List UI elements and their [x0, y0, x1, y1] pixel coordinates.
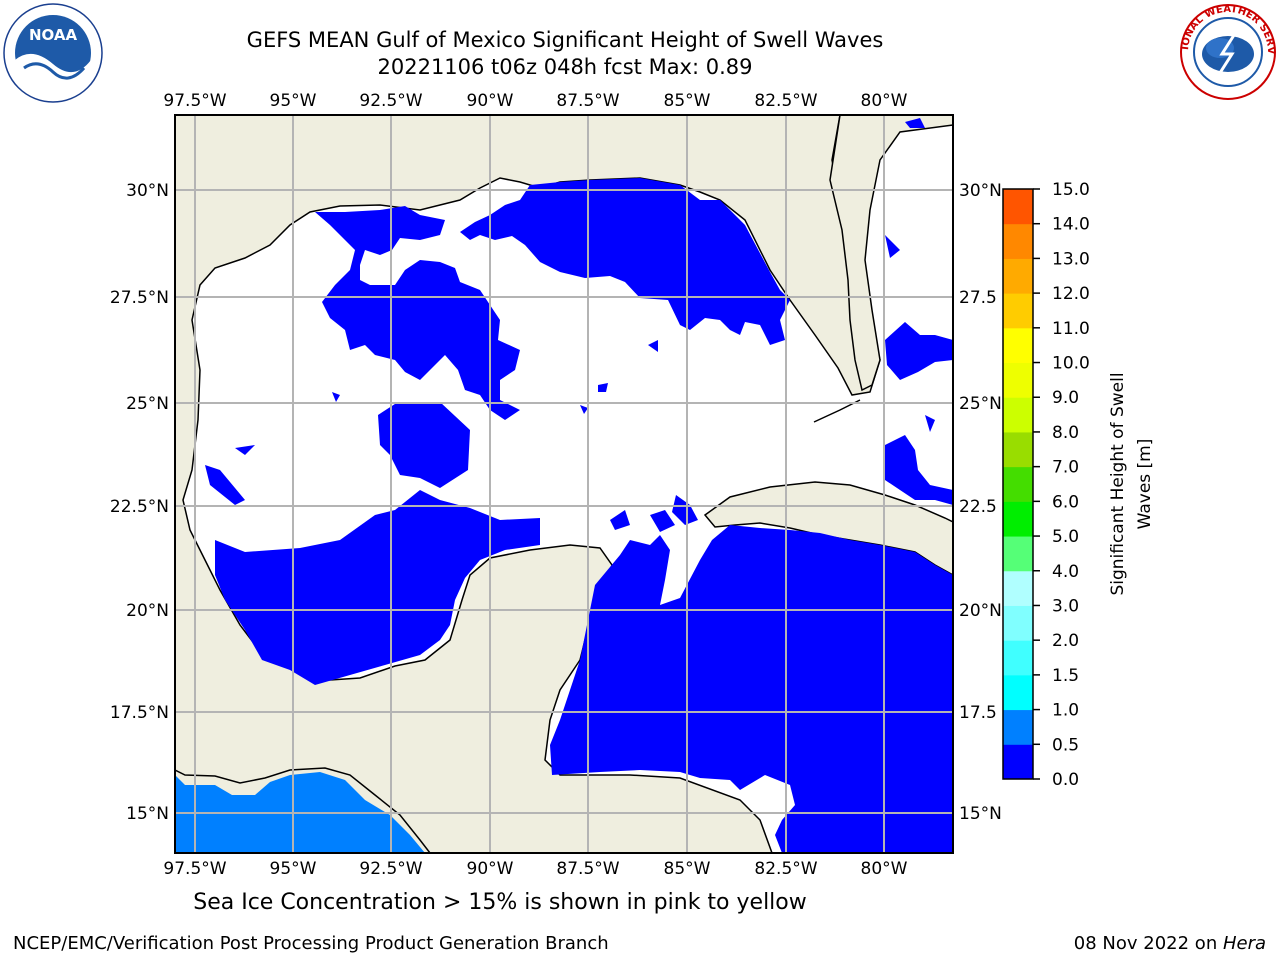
lon-tick-label: 92.5°W [359, 91, 422, 111]
colorbar-swatch [1003, 744, 1033, 780]
land-florida-east [829, 115, 953, 392]
colorbar-tick-label: 6.0 [1052, 492, 1079, 512]
lon-tick-label: 85°W [664, 859, 711, 879]
colorbar-tick-label: 13.0 [1052, 249, 1090, 269]
colorbar-tick-label: 5.0 [1052, 527, 1079, 547]
credit-host: Hera [1222, 933, 1266, 954]
lon-tick-label: 90°W [467, 859, 514, 879]
colorbar-tick-label: 10.0 [1052, 354, 1090, 374]
lon-tick-label: 80°W [861, 859, 908, 879]
credit-date-text: 08 Nov 2022 on [1073, 933, 1223, 954]
lat-tick-label: 30°N [959, 181, 1002, 201]
colorbar-tick-label: 15.0 [1052, 180, 1090, 200]
colorbar-tick-label: 14.0 [1052, 215, 1090, 235]
colorbar-tick-label: 1.5 [1052, 666, 1079, 686]
colorbar-tick-label: 12.0 [1052, 284, 1090, 304]
lat-tick-label: 25°N [959, 394, 1002, 414]
lon-ticks-bottom: 97.5°W 95°W 92.5°W 90°W 87.5°W 85°W 82.5… [163, 859, 907, 879]
lon-tick-label: 97.5°W [163, 859, 226, 879]
colorbar-ticks: 15.0 14.0 13.0 12.0 11.0 10.0 9.0 8.0 7.0 6.0 5.0 4… [1033, 180, 1090, 790]
colorbar-tick-label: 11.0 [1052, 319, 1090, 339]
colorbar-swatch [1003, 223, 1033, 259]
sea-ice-footnote: Sea Ice Concentration > 15% is shown in … [193, 890, 807, 915]
colorbar-tick-label: 2.0 [1052, 631, 1079, 651]
colorbar-tick-label: 7.0 [1052, 458, 1079, 478]
lat-tick-label: 30°N [126, 181, 169, 201]
colorbar-swatch [1003, 327, 1033, 364]
colorbar-swatch [1003, 293, 1033, 329]
colorbar-swatch [1003, 570, 1033, 606]
colorbar-frame [1002, 188, 1034, 780]
lon-ticks-top: 97.5°W 95°W 92.5°W 90°W 87.5°W 85°W 82.5… [163, 91, 907, 111]
colorbar-tick-label: 4.0 [1052, 562, 1079, 582]
lon-tick-label: 95°W [270, 91, 317, 111]
lat-tick-label: 25°N [126, 394, 169, 414]
noaa-logo: NOAA [3, 3, 103, 103]
colorbar-swatch [1003, 709, 1033, 745]
lon-tick-label: 97.5°W [163, 91, 226, 111]
lon-tick-label: 87.5°W [556, 859, 619, 879]
credit-date: 08 Nov 2022 on Hera [1074, 933, 1266, 954]
colorbar-label-line1: Significant Height of Swell [1108, 372, 1128, 595]
colorbar-swatch [1003, 674, 1033, 711]
swell-band-0-0.5 [205, 118, 953, 853]
colorbar-swatch [1003, 189, 1033, 225]
colorbar-tick-label: 0.0 [1052, 770, 1079, 790]
lon-tick-label: 82.5°W [754, 91, 817, 111]
lon-tick-label: 87.5°W [556, 91, 619, 111]
colorbar-tick-label: 0.5 [1052, 735, 1079, 755]
lat-tick-label: 20°N [126, 601, 169, 621]
colorbar-swatch [1003, 536, 1033, 572]
colorbar-swatch [1003, 501, 1033, 537]
lon-tick-label: 92.5°W [359, 859, 422, 879]
nws-logo: NATIONAL WEATHER SERVICE [1178, 2, 1276, 100]
colorbar-label-line2: Waves [m] [1135, 439, 1155, 530]
lon-tick-label: 80°W [861, 91, 908, 111]
colorbar-swatch [1003, 258, 1033, 294]
lon-tick-label: 82.5°W [754, 859, 817, 879]
colorbar-tick-label: 8.0 [1052, 423, 1079, 443]
graticule [175, 115, 953, 853]
colorbar-swatch [1003, 605, 1033, 641]
colorbar-swatch [1003, 466, 1033, 502]
colorbar-tick-label: 1.0 [1052, 701, 1079, 721]
colorbar [1003, 189, 1033, 780]
lat-tick-label: 22.5 [959, 497, 997, 517]
lat-tick-label: 22.5°N [110, 497, 169, 517]
svg-text:NOAA: NOAA [29, 26, 78, 44]
lat-tick-label: 17.5 [959, 703, 997, 723]
lat-tick-label: 20°N [959, 601, 1002, 621]
lat-tick-label: 27.5 [959, 288, 997, 308]
lat-tick-label: 15°N [959, 804, 1002, 824]
map-frame [174, 114, 954, 854]
lon-tick-label: 90°W [467, 91, 514, 111]
colorbar-tick-label: 3.0 [1052, 596, 1079, 616]
credit-branch: NCEP/EMC/Verification Post Processing Pr… [13, 933, 609, 954]
colorbar-swatch [1003, 397, 1033, 433]
lon-tick-label: 85°W [664, 91, 711, 111]
lat-tick-label: 17.5°N [110, 703, 169, 723]
lat-tick-label: 27.5°N [110, 288, 169, 308]
map-title: GEFS MEAN Gulf of Mexico Significant Hei… [246, 28, 884, 52]
lat-ticks-right: 30°N 27.5 25°N 22.5 20°N 17.5 15°N [959, 181, 1002, 824]
colorbar-swatch [1003, 431, 1033, 468]
lat-tick-label: 15°N [126, 804, 169, 824]
coastline-south [175, 767, 431, 853]
map-subtitle: 20221106 t06z 048h fcst Max: 0.89 [377, 55, 753, 79]
colorbar-tick-label: 9.0 [1052, 388, 1079, 408]
lat-ticks-left: 30°N 27.5°N 25°N 22.5°N 20°N 17.5°N 15°N [110, 181, 169, 824]
colorbar-swatch [1003, 640, 1033, 676]
map-content [175, 115, 953, 853]
colorbar-swatch [1003, 362, 1033, 398]
lon-tick-label: 95°W [270, 859, 317, 879]
